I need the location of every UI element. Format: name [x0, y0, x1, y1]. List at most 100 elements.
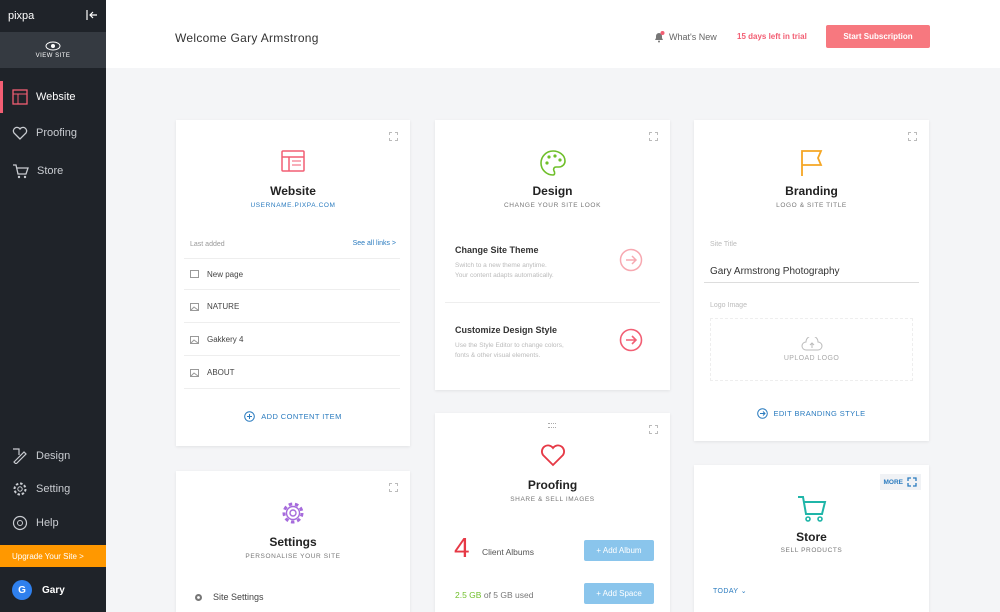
- chevron-down-icon: ⌄: [740, 588, 747, 595]
- client-albums-count: 4: [454, 532, 470, 563]
- expand-icon: [907, 477, 917, 487]
- list-item-label: Gakkery 4: [207, 335, 244, 344]
- whats-new-label: What's New: [669, 32, 717, 42]
- edit-branding-style-button[interactable]: EDIT BRANDING STYLE: [694, 408, 929, 419]
- more-button[interactable]: MORE: [879, 474, 921, 490]
- expand-icon[interactable]: [908, 132, 917, 141]
- drag-handle-icon[interactable]: [548, 423, 556, 428]
- add-content-item-label: ADD CONTENT ITEM: [261, 412, 342, 421]
- arrow-circle-icon: [757, 408, 769, 419]
- view-site-button[interactable]: VIEW SITE: [0, 32, 106, 68]
- design-icon: [13, 448, 27, 464]
- option-desc: Your content adapts automatically.: [455, 272, 554, 279]
- site-title-label: Site Title: [710, 241, 737, 248]
- period-label: TODAY: [713, 588, 739, 595]
- gear-icon: [282, 502, 304, 524]
- upload-logo-area[interactable]: UPLOAD LOGO: [710, 318, 913, 381]
- see-all-links[interactable]: See all links >: [352, 240, 396, 247]
- site-title-input[interactable]: Gary Armstrong Photography: [704, 258, 919, 283]
- user-menu[interactable]: G Gary: [0, 575, 106, 605]
- add-album-button[interactable]: + Add Album: [584, 540, 654, 561]
- cloud-upload-icon: [801, 337, 822, 351]
- client-albums-label: Client Albums: [482, 547, 534, 557]
- logo-image-label: Logo Image: [710, 302, 747, 309]
- plus-circle-icon: [244, 411, 256, 422]
- card-title: Settings: [269, 535, 317, 549]
- sidebar-item-label: Website: [36, 91, 76, 103]
- top-header: Welcome Gary Armstrong What's New 15 day…: [106, 0, 1000, 68]
- site-settings-item[interactable]: Site Settings: [194, 592, 264, 602]
- trial-status: 15 days left in trial: [737, 32, 807, 41]
- expand-icon[interactable]: [389, 483, 398, 492]
- pixpa-logo[interactable]: pixpa: [8, 10, 35, 22]
- welcome-text: Welcome Gary Armstrong: [175, 31, 319, 45]
- list-item[interactable]: New page: [184, 258, 400, 290]
- gallery-icon: [190, 368, 199, 377]
- option-desc: Switch to a new theme anytime.: [455, 262, 547, 269]
- last-added-label: Last added: [190, 241, 225, 248]
- store-card: MORE Store SELL PRODUCTS TODAY ⌄: [694, 465, 929, 612]
- list-item-label: New page: [207, 269, 244, 279]
- card-title: Website: [270, 184, 316, 198]
- design-card: Design CHANGE YOUR SITE LOOK Change Site…: [435, 120, 670, 390]
- card-title: Proofing: [527, 478, 578, 492]
- list-item[interactable]: NATURE: [184, 291, 400, 323]
- heart-icon: [12, 126, 28, 140]
- list-item-label: ABOUT: [207, 368, 235, 377]
- sidebar-item-website[interactable]: Website: [0, 81, 106, 113]
- user-name: Gary: [42, 584, 65, 596]
- flag-icon: [800, 150, 822, 176]
- sidebar-item-store[interactable]: Store: [0, 155, 106, 187]
- whats-new-link[interactable]: What's New: [653, 31, 717, 43]
- period-dropdown[interactable]: TODAY ⌄: [713, 587, 747, 595]
- website-card: Website USERNAME.PIXPA.COM Last added Se…: [176, 120, 410, 446]
- list-item-label: NATURE: [207, 302, 240, 311]
- expand-icon[interactable]: [649, 132, 658, 141]
- customize-design-style-option[interactable]: Customize Design Style Use the Style Edi…: [445, 304, 660, 380]
- upgrade-site-link[interactable]: Upgrade Your Site >: [0, 545, 106, 567]
- sidebar: pixpa VIEW SITE Website Proofing Store D…: [0, 0, 106, 612]
- option-title: Customize Design Style: [455, 325, 558, 335]
- storage-total: of 5 GB used: [483, 590, 534, 600]
- page-icon: [190, 270, 199, 278]
- help-icon: [12, 515, 28, 531]
- change-site-theme-option[interactable]: Change Site Theme Switch to a new theme …: [445, 225, 660, 303]
- site-url-link[interactable]: USERNAME.PIXPA.COM: [250, 202, 336, 209]
- collapse-sidebar-icon[interactable]: [86, 9, 98, 23]
- card-title: Store: [796, 530, 827, 544]
- website-icon: [12, 89, 28, 105]
- edit-branding-style-label: EDIT BRANDING STYLE: [773, 409, 866, 418]
- arrow-right-circle-icon[interactable]: [619, 328, 643, 352]
- sidebar-item-label: Help: [36, 517, 59, 529]
- card-subtitle: LOGO & SITE TITLE: [776, 202, 847, 209]
- sidebar-item-help[interactable]: Help: [0, 507, 106, 539]
- add-space-button[interactable]: + Add Space: [584, 583, 654, 604]
- heart-icon: [540, 444, 565, 467]
- avatar: G: [12, 580, 32, 600]
- card-title: Branding: [785, 184, 838, 198]
- sidebar-item-proofing[interactable]: Proofing: [0, 117, 106, 149]
- card-subtitle: SHARE & SELL IMAGES: [510, 496, 595, 503]
- bell-icon: [655, 31, 665, 43]
- expand-icon[interactable]: [389, 132, 398, 141]
- sidebar-item-label: Store: [37, 165, 64, 177]
- start-subscription-button[interactable]: Start Subscription: [826, 25, 930, 48]
- sidebar-item-design[interactable]: Design: [0, 440, 106, 472]
- list-item[interactable]: ABOUT: [184, 357, 400, 389]
- card-subtitle: CHANGE YOUR SITE LOOK: [504, 202, 601, 209]
- view-site-label: VIEW SITE: [35, 53, 71, 59]
- upload-logo-label: UPLOAD LOGO: [783, 355, 840, 362]
- card-title: Design: [532, 184, 573, 198]
- sidebar-item-setting[interactable]: Setting: [0, 473, 106, 505]
- add-content-item-button[interactable]: ADD CONTENT ITEM: [176, 411, 410, 422]
- gallery-icon: [190, 302, 199, 311]
- option-desc: fonts & other visual elements.: [455, 352, 541, 359]
- option-title: Change Site Theme: [455, 245, 539, 255]
- option-desc: Use the Style Editor to change colors,: [455, 342, 564, 349]
- sidebar-item-label: Design: [36, 450, 71, 462]
- list-item[interactable]: Gakkery 4: [184, 324, 400, 356]
- gear-icon: [13, 482, 27, 496]
- palette-icon: [539, 150, 566, 176]
- arrow-right-circle-icon[interactable]: [619, 248, 643, 272]
- expand-icon[interactable]: [649, 425, 658, 434]
